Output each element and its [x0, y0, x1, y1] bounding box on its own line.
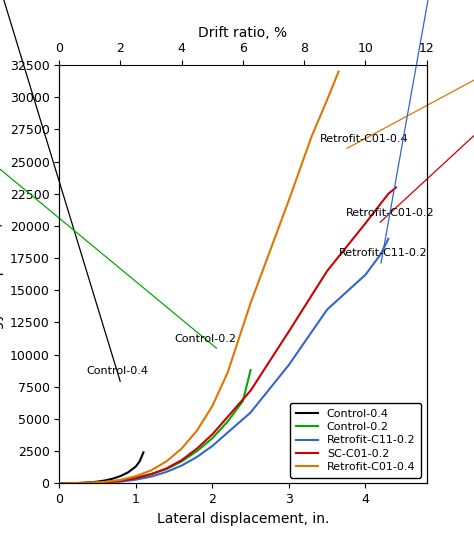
Legend: Control-0.4, Control-0.2, Retrofit-C11-0.2, SC-C01-0.2, Retrofit-C01-0.4: Control-0.4, Control-0.2, Retrofit-C11-0…	[290, 403, 421, 478]
Text: Retrofit-C11-0.2: Retrofit-C11-0.2	[338, 0, 474, 263]
Y-axis label: Energy Dissipation , lb- n: Energy Dissipation , lb- n	[0, 187, 4, 361]
X-axis label: Drift ratio, %: Drift ratio, %	[198, 26, 288, 40]
Text: Control-0.2: Control-0.2	[0, 0, 236, 349]
Text: Retrofit-C01-0.2: Retrofit-C01-0.2	[346, 0, 474, 223]
X-axis label: Lateral displacement, in.: Lateral displacement, in.	[157, 512, 329, 526]
Text: Retrofit-C01-0.4: Retrofit-C01-0.4	[319, 0, 474, 149]
Text: Control-0.4: Control-0.4	[0, 0, 148, 383]
